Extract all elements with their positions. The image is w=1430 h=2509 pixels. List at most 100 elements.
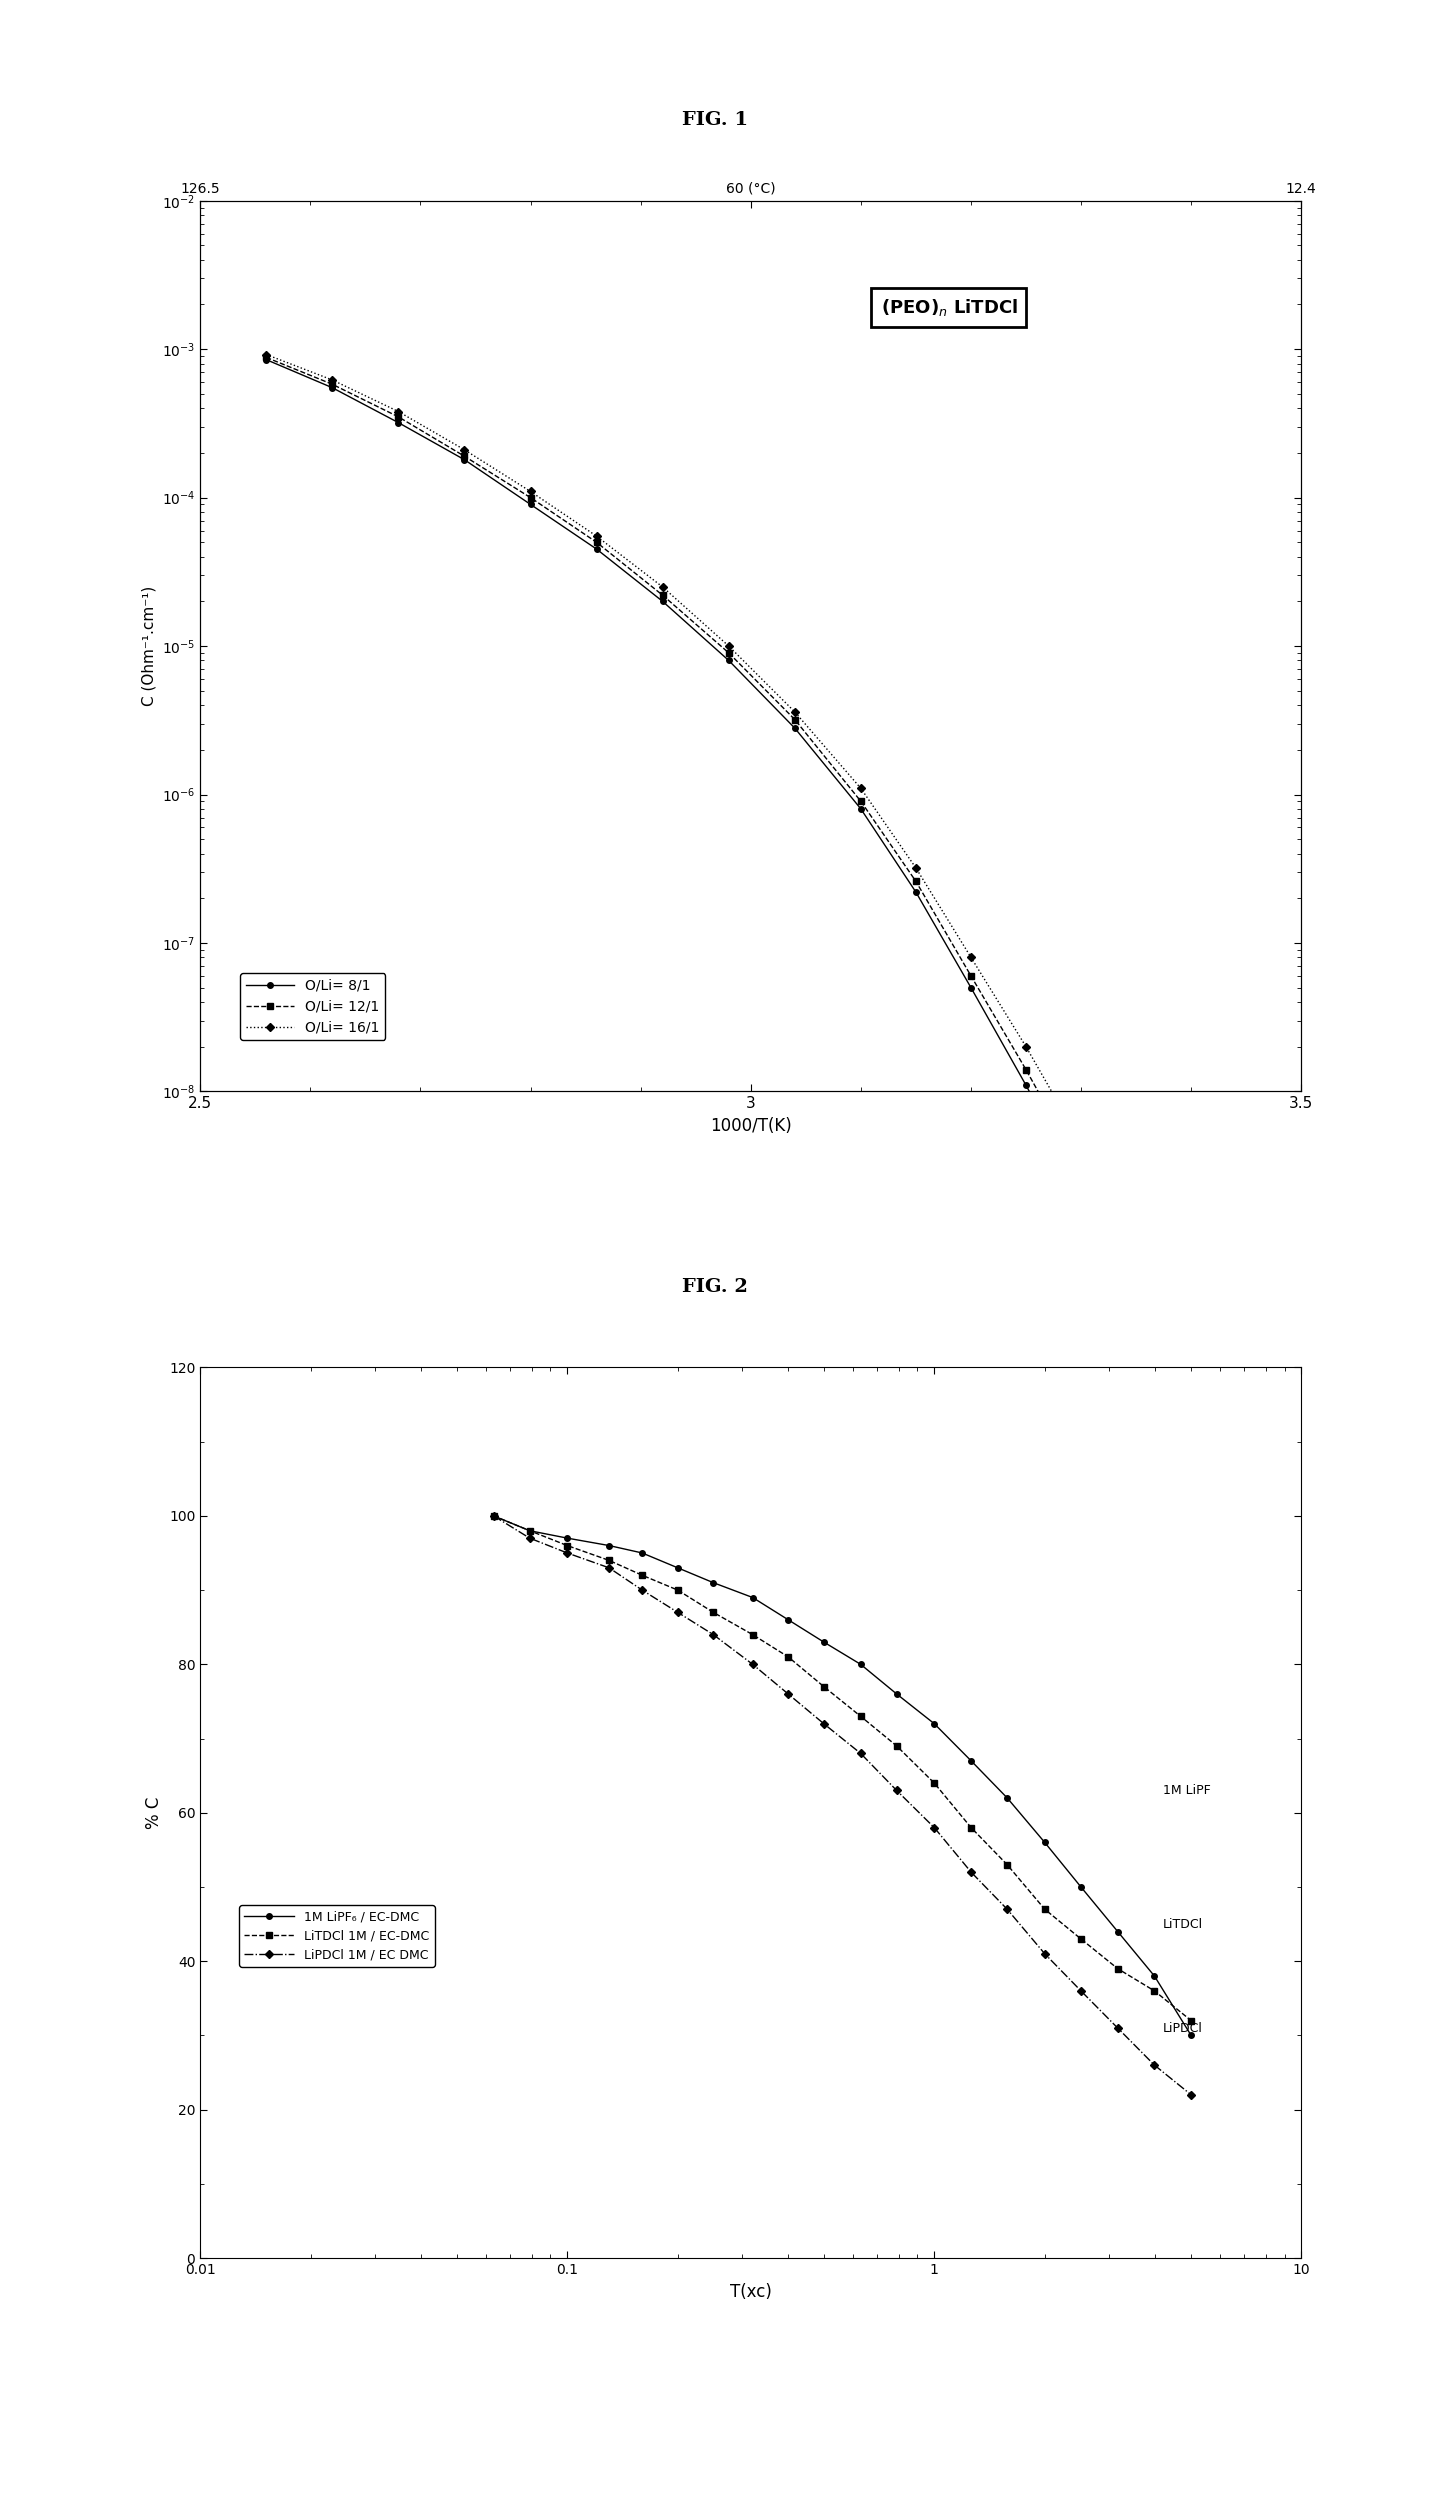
LiTDCl 1M / EC-DMC — [705, 1598, 722, 1628]
LiPDCl 1M / EC DMC — [1110, 2012, 1127, 2042]
1M LiPF₆ / EC-DMC — [925, 1709, 942, 1739]
O/Li= 8/1 — [1072, 1174, 1090, 1204]
1M LiPF₆ / EC-DMC — [1072, 1872, 1090, 1902]
Legend: 1M LiPF₆ / EC-DMC, LiTDCl 1M / EC-DMC, LiPDCl 1M / EC DMC: 1M LiPF₆ / EC-DMC, LiTDCl 1M / EC-DMC, L… — [239, 1904, 435, 1967]
O/Li= 8/1 — [787, 713, 804, 743]
O/Li= 12/1 — [390, 401, 408, 432]
O/Li= 12/1 — [962, 961, 980, 991]
Y-axis label: C (Ohm⁻¹.cm⁻¹): C (Ohm⁻¹.cm⁻¹) — [142, 587, 156, 705]
LiTDCl 1M / EC-DMC — [1110, 1955, 1127, 1985]
Text: FIG. 2: FIG. 2 — [682, 1277, 748, 1297]
O/Li= 12/1 — [1127, 1257, 1144, 1287]
1M LiPF₆ / EC-DMC — [962, 1746, 980, 1776]
O/Li= 8/1 — [323, 374, 340, 404]
Line: O/Li= 8/1: O/Li= 8/1 — [263, 356, 1283, 1583]
LiTDCl 1M / EC-DMC — [815, 1671, 832, 1701]
O/Li= 8/1 — [852, 793, 869, 823]
1M LiPF₆ / EC-DMC — [705, 1568, 722, 1598]
O/Li= 12/1 — [907, 866, 924, 896]
LiPDCl 1M / EC DMC — [888, 1776, 905, 1806]
O/Li= 8/1 — [1271, 1566, 1288, 1596]
Text: LiTDCl: LiTDCl — [1163, 1917, 1203, 1929]
Text: FIG. 1: FIG. 1 — [682, 110, 748, 130]
LiPDCl 1M / EC DMC — [669, 1598, 686, 1628]
O/Li= 16/1 — [1237, 1448, 1256, 1478]
1M LiPF₆ / EC-DMC — [998, 1784, 1015, 1814]
1M LiPF₆ / EC-DMC — [744, 1583, 761, 1613]
O/Li= 12/1 — [1183, 1367, 1200, 1398]
LiPDCl 1M / EC DMC — [852, 1739, 869, 1769]
LiPDCl 1M / EC DMC — [521, 1523, 538, 1553]
LiPDCl 1M / EC DMC — [744, 1648, 761, 1679]
O/Li= 16/1 — [787, 698, 804, 728]
LiTDCl 1M / EC-DMC — [779, 1641, 797, 1671]
Text: LiPDCl: LiPDCl — [1163, 2022, 1203, 2035]
O/Li= 16/1 — [323, 364, 340, 394]
1M LiPF₆ / EC-DMC — [1183, 2020, 1200, 2050]
1M LiPF₆ / EC-DMC — [1145, 1962, 1163, 1992]
LiTDCl 1M / EC-DMC — [633, 1561, 651, 1591]
O/Li= 12/1 — [257, 341, 275, 371]
O/Li= 8/1 — [654, 587, 671, 617]
O/Li= 16/1 — [588, 522, 605, 552]
O/Li= 8/1 — [588, 534, 605, 565]
O/Li= 12/1 — [852, 785, 869, 815]
O/Li= 16/1 — [390, 396, 408, 427]
LiTDCl 1M / EC-DMC — [1183, 2005, 1200, 2035]
O/Li= 8/1 — [522, 489, 539, 519]
LiTDCl 1M / EC-DMC — [669, 1576, 686, 1606]
1M LiPF₆ / EC-DMC — [485, 1500, 502, 1530]
Line: O/Li= 16/1: O/Li= 16/1 — [263, 351, 1283, 1523]
O/Li= 8/1 — [1127, 1285, 1144, 1315]
LiTDCl 1M / EC-DMC — [1072, 1924, 1090, 1955]
LiTDCl 1M / EC-DMC — [559, 1530, 576, 1561]
1M LiPF₆ / EC-DMC — [559, 1523, 576, 1553]
Y-axis label: % C: % C — [146, 1796, 163, 1829]
O/Li= 16/1 — [456, 434, 473, 464]
O/Li= 12/1 — [1271, 1536, 1288, 1566]
Legend: O/Li= 8/1, O/Li= 12/1, O/Li= 16/1: O/Li= 8/1, O/Li= 12/1, O/Li= 16/1 — [240, 973, 386, 1039]
O/Li= 12/1 — [522, 482, 539, 512]
Line: LiPDCl 1M / EC DMC: LiPDCl 1M / EC DMC — [490, 1513, 1194, 2098]
O/Li= 12/1 — [1072, 1154, 1090, 1184]
O/Li= 8/1 — [257, 344, 275, 374]
X-axis label: 1000/T(K): 1000/T(K) — [709, 1117, 792, 1134]
LiPDCl 1M / EC DMC — [779, 1679, 797, 1709]
LiPDCl 1M / EC DMC — [1145, 2050, 1163, 2080]
O/Li= 16/1 — [522, 477, 539, 507]
Line: LiTDCl 1M / EC-DMC: LiTDCl 1M / EC-DMC — [490, 1513, 1194, 2022]
O/Li= 16/1 — [852, 773, 869, 803]
LiTDCl 1M / EC-DMC — [925, 1769, 942, 1799]
O/Li= 16/1 — [1271, 1505, 1288, 1536]
1M LiPF₆ / EC-DMC — [852, 1648, 869, 1679]
1M LiPF₆ / EC-DMC — [1110, 1917, 1127, 1947]
O/Li= 8/1 — [1183, 1395, 1200, 1425]
LiPDCl 1M / EC DMC — [485, 1500, 502, 1530]
O/Li= 16/1 — [257, 339, 275, 369]
1M LiPF₆ / EC-DMC — [669, 1553, 686, 1583]
LiPDCl 1M / EC DMC — [815, 1709, 832, 1739]
O/Li= 16/1 — [654, 572, 671, 602]
LiPDCl 1M / EC DMC — [633, 1576, 651, 1606]
O/Li= 12/1 — [588, 527, 605, 557]
LiPDCl 1M / EC DMC — [998, 1894, 1015, 1924]
LiTDCl 1M / EC-DMC — [521, 1515, 538, 1546]
1M LiPF₆ / EC-DMC — [521, 1515, 538, 1546]
O/Li= 12/1 — [1237, 1478, 1256, 1508]
O/Li= 12/1 — [323, 369, 340, 399]
1M LiPF₆ / EC-DMC — [815, 1626, 832, 1656]
LiTDCl 1M / EC-DMC — [888, 1731, 905, 1761]
O/Li= 16/1 — [907, 853, 924, 883]
O/Li= 12/1 — [654, 580, 671, 610]
O/Li= 16/1 — [962, 943, 980, 973]
LiPDCl 1M / EC DMC — [925, 1811, 942, 1842]
LiTDCl 1M / EC-DMC — [601, 1546, 618, 1576]
LiTDCl 1M / EC-DMC — [962, 1811, 980, 1842]
LiTDCl 1M / EC-DMC — [744, 1621, 761, 1651]
O/Li= 8/1 — [390, 406, 408, 437]
LiPDCl 1M / EC DMC — [705, 1621, 722, 1651]
O/Li= 12/1 — [1017, 1054, 1034, 1084]
1M LiPF₆ / EC-DMC — [1037, 1827, 1054, 1857]
O/Li= 16/1 — [1017, 1031, 1034, 1061]
LiPDCl 1M / EC DMC — [1037, 1939, 1054, 1970]
